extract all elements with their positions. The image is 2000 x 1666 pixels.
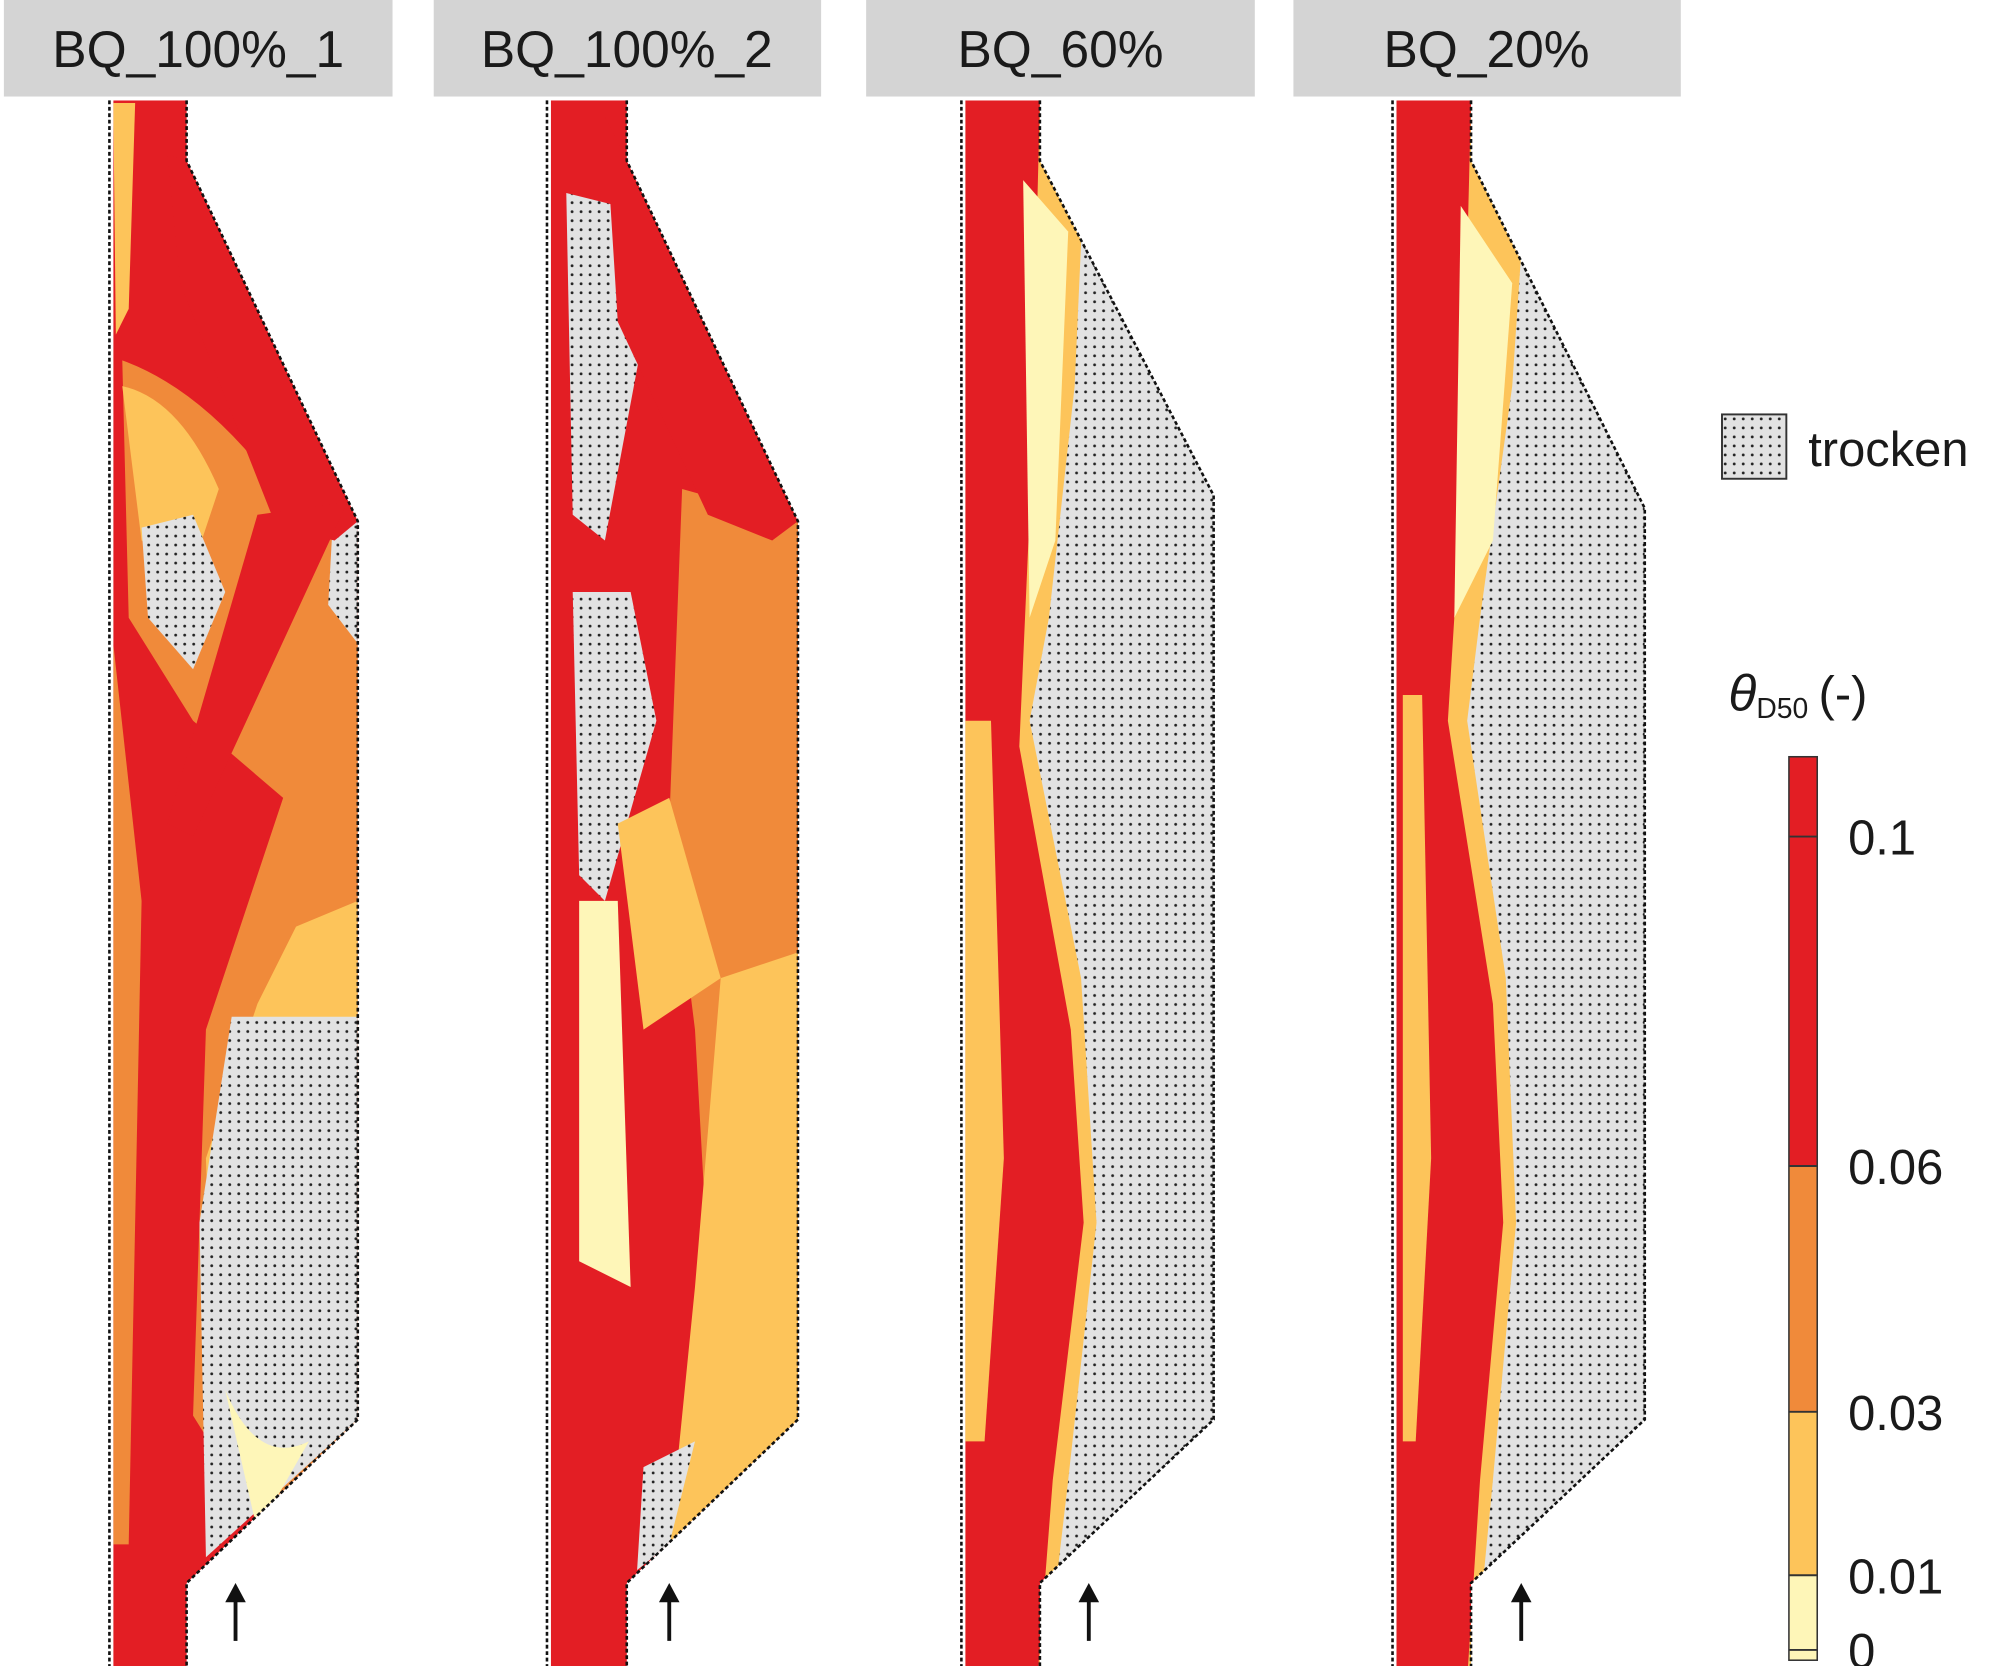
panel-headers: BQ_100%_1 BQ_100%_2 BQ_60% BQ_20% bbox=[3, 0, 1681, 97]
map-panel bbox=[1396, 100, 1645, 1666]
colorbar-segment bbox=[1788, 1166, 1818, 1412]
map-panel bbox=[550, 100, 798, 1666]
colorbar-tick-label: 0.03 bbox=[1848, 1387, 1943, 1441]
legend-label: trocken bbox=[1808, 423, 1968, 477]
colorbar-tick-label: 0.01 bbox=[1848, 1550, 1943, 1604]
unit: (-) bbox=[1819, 667, 1868, 721]
header-box bbox=[433, 0, 822, 97]
panel-title: BQ_60% bbox=[957, 20, 1163, 78]
panel-title: BQ_100%_2 bbox=[481, 20, 773, 78]
colorbar-tick-label: 0.06 bbox=[1848, 1141, 1943, 1195]
header-box bbox=[3, 0, 393, 97]
panel-title: BQ_100%_1 bbox=[52, 20, 344, 78]
flow-arrows bbox=[225, 1582, 1532, 1641]
outlines bbox=[108, 100, 1647, 1666]
colorbar-frame bbox=[1788, 755, 1819, 1661]
colorbar-title: θD50 (-) bbox=[1728, 663, 1867, 724]
colorbar-segment bbox=[1788, 1575, 1818, 1661]
subscript: D50 bbox=[1756, 692, 1808, 724]
header-box bbox=[1293, 0, 1681, 97]
colorbar-segment bbox=[1788, 1411, 1818, 1576]
header-box bbox=[866, 0, 1255, 97]
legend-swatch bbox=[1721, 413, 1788, 480]
symbol: θ bbox=[1728, 663, 1756, 721]
map-panel bbox=[113, 100, 358, 1666]
panel-title: BQ_20% bbox=[1383, 20, 1589, 78]
colorbar-tick-label: 0.1 bbox=[1848, 812, 1916, 866]
colorbar: 0 0.01 0.03 0.06 0.1 bbox=[1788, 755, 1943, 1666]
colorbar-segment bbox=[1788, 756, 1818, 1167]
colorbar-tick-label: 0 bbox=[1848, 1625, 1875, 1666]
map-panel bbox=[965, 100, 1214, 1666]
